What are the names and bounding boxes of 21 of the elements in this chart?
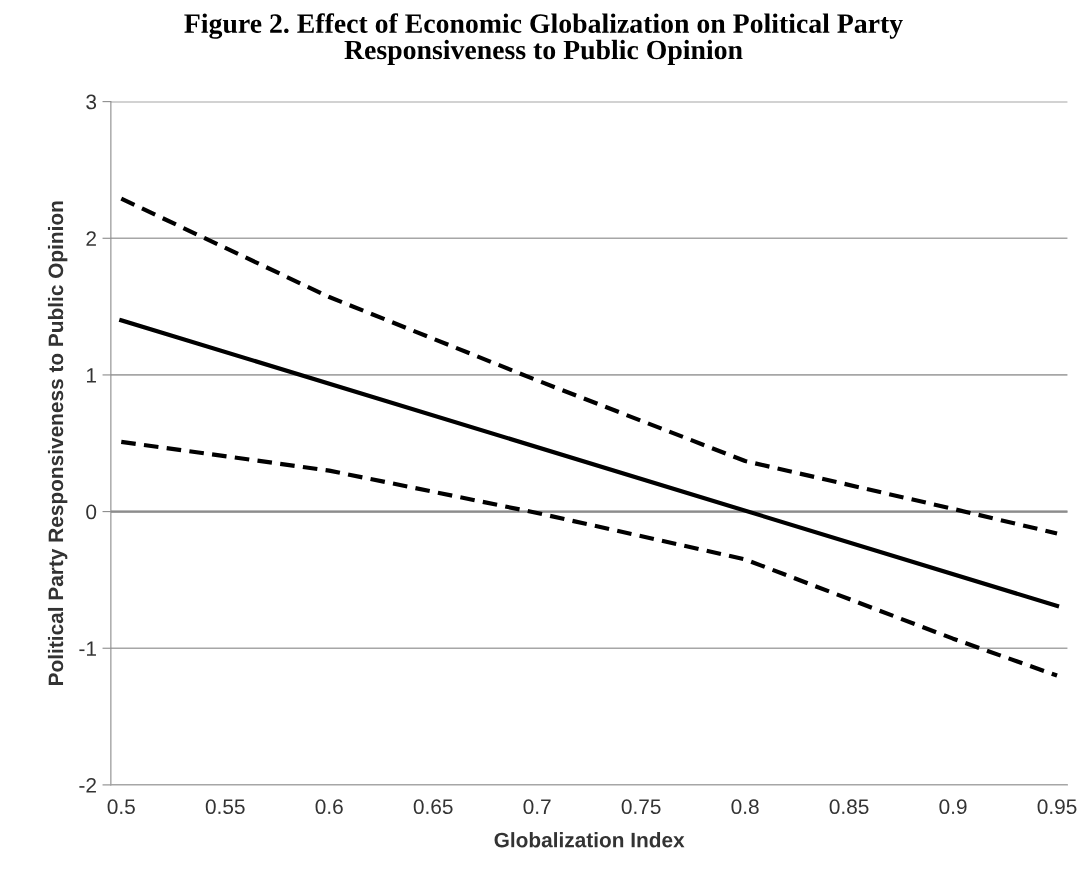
x-tick-label: 0.7 [523, 799, 551, 815]
y-tick-label: 0 [86, 504, 97, 520]
y-tick-label: 1 [86, 368, 96, 383]
line-series [119, 196, 1060, 536]
y-tick-label: -2 [79, 777, 96, 793]
x-tick-label: 0.85 [829, 799, 869, 815]
x-tick-label: 0.8 [731, 799, 759, 815]
y-tick-label: -1 [79, 641, 96, 656]
x-tick-label: 0.5 [107, 799, 135, 815]
x-tick-label: 0.6 [315, 799, 343, 815]
line-series [119, 439, 1060, 678]
y-axis-title: Political Party Responsiveness to Public Opinion [47, 201, 68, 685]
y-tick-label: 2 [86, 231, 96, 246]
chart-title: Figure 2. Effect of Economic Globalization on Political Party Responsiveness to Public Opinion [184, 13, 903, 65]
x-tick-label: 0.65 [413, 799, 453, 815]
x-tick-label: 0.9 [939, 799, 967, 815]
x-tick-label: 0.55 [205, 799, 245, 815]
x-tick-label: 0.95 [1037, 799, 1077, 815]
x-axis-title: Globalization Index [494, 832, 685, 848]
x-tick-label: 0.75 [621, 799, 661, 815]
y-tick-label: 3 [86, 94, 97, 110]
